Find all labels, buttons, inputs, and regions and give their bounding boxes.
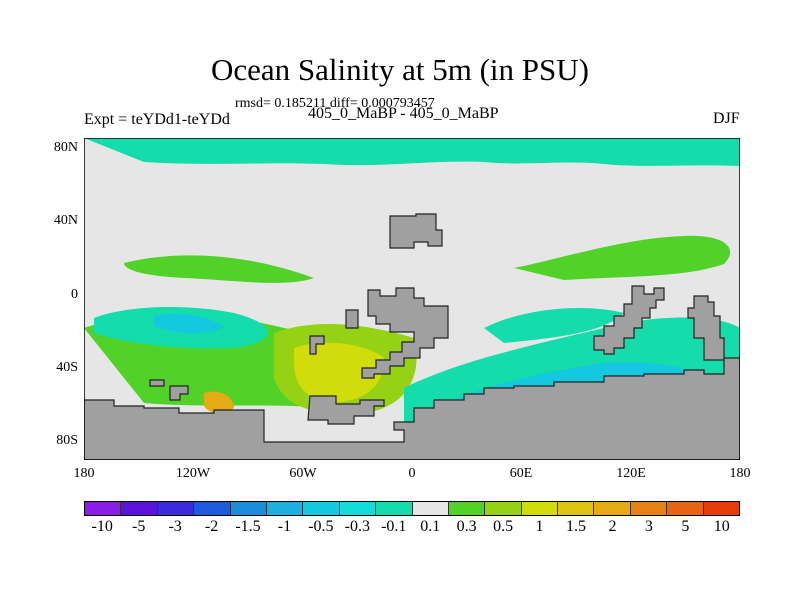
colorbar-label: -1.5 <box>235 518 261 535</box>
colorbar-label: -0.1 <box>381 518 407 535</box>
teal-patch-east <box>484 308 624 343</box>
small-island <box>309 335 325 355</box>
x-tick-60w: 60W <box>289 466 317 481</box>
arctic-teal-band <box>84 138 740 166</box>
colorbar-swatch <box>485 502 522 515</box>
colorbar-swatch <box>376 502 413 515</box>
small-island <box>169 385 189 401</box>
colorbar-swatch <box>339 502 377 515</box>
stats-label: rmsd= 0.185211 diff= 0.000793457 <box>235 96 435 111</box>
x-tick-120e: 120E <box>616 466 646 481</box>
x-tick-180e: 180 <box>729 466 751 481</box>
colorbar-label: -0.3 <box>344 518 370 535</box>
small-island <box>345 309 359 329</box>
colorbar-label: -5 <box>131 518 146 535</box>
colorbar-swatch <box>230 502 267 515</box>
colorbar-swatch <box>448 502 486 515</box>
y-tick-80n: 80N <box>53 140 78 155</box>
colorbar-swatch <box>85 502 122 515</box>
africa-landmass <box>361 287 449 379</box>
orange-patch <box>204 391 234 414</box>
x-tick-0: 0 <box>408 466 416 481</box>
colorbar-label: 0.1 <box>420 518 441 535</box>
cyan-patch <box>154 313 224 334</box>
asia-island-landmass <box>389 213 443 249</box>
x-tick-60e: 60E <box>509 466 533 481</box>
plot-title: Ocean Salinity at 5m (in PSU) <box>211 52 589 87</box>
yellow-patch <box>294 342 384 403</box>
experiment-label: Expt = teYDd1-teYDd <box>84 111 230 128</box>
colorbar-swatch <box>594 502 631 515</box>
colorbar-swatch <box>667 502 704 515</box>
southern-landmass <box>307 395 385 425</box>
colorbar-label: 0.5 <box>493 518 514 535</box>
y-tick-0: 0 <box>71 287 78 302</box>
colorbar-label: -10 <box>91 518 113 535</box>
colorbar-label: 10 <box>713 518 730 535</box>
colorbar-swatch <box>303 502 340 515</box>
colorbar-label: 0.3 <box>456 518 477 535</box>
season-label: DJF <box>713 110 740 127</box>
y-tick-80s: 80S <box>56 433 78 448</box>
australia-landmass <box>687 295 725 361</box>
y-tick-40n: 40N <box>53 213 78 228</box>
colorbar-swatch <box>266 502 304 515</box>
colorbar-swatch <box>121 502 158 515</box>
colorbar-swatch <box>521 502 559 515</box>
small-island <box>149 379 165 387</box>
colorbar-swatch <box>558 502 595 515</box>
colorbar-label: 1.5 <box>566 518 586 535</box>
colorbar-label: 5 <box>681 518 690 535</box>
colorbar-swatch <box>412 502 449 515</box>
x-tick-180w: 180 <box>73 466 95 481</box>
colorbar-swatch <box>194 502 231 515</box>
colorbar-label: -1 <box>277 518 292 535</box>
colorbar-label: 1 <box>535 518 544 535</box>
land-masses <box>84 213 740 460</box>
colorbar <box>84 501 741 516</box>
x-tick-120w: 120W <box>175 466 211 481</box>
colorbar-swatch <box>630 502 668 515</box>
salinity-map <box>84 138 740 460</box>
colorbar-label: 2 <box>608 518 617 535</box>
green-patch <box>514 235 731 280</box>
colorbar-swatch <box>157 502 195 515</box>
colorbar-label: -2 <box>204 518 219 535</box>
green-patch <box>124 255 314 283</box>
south-america-landmass <box>593 285 665 355</box>
colorbar-label: 3 <box>644 518 653 535</box>
colorbar-label: -0.5 <box>308 518 334 535</box>
y-tick-40s: 40S <box>56 360 78 375</box>
colorbar-swatch <box>703 502 740 515</box>
run-label: 405_0_MaBP - 405_0_MaBP <box>308 105 499 122</box>
antarctica-landmass <box>84 357 740 460</box>
colorbar-label: -3 <box>168 518 182 535</box>
